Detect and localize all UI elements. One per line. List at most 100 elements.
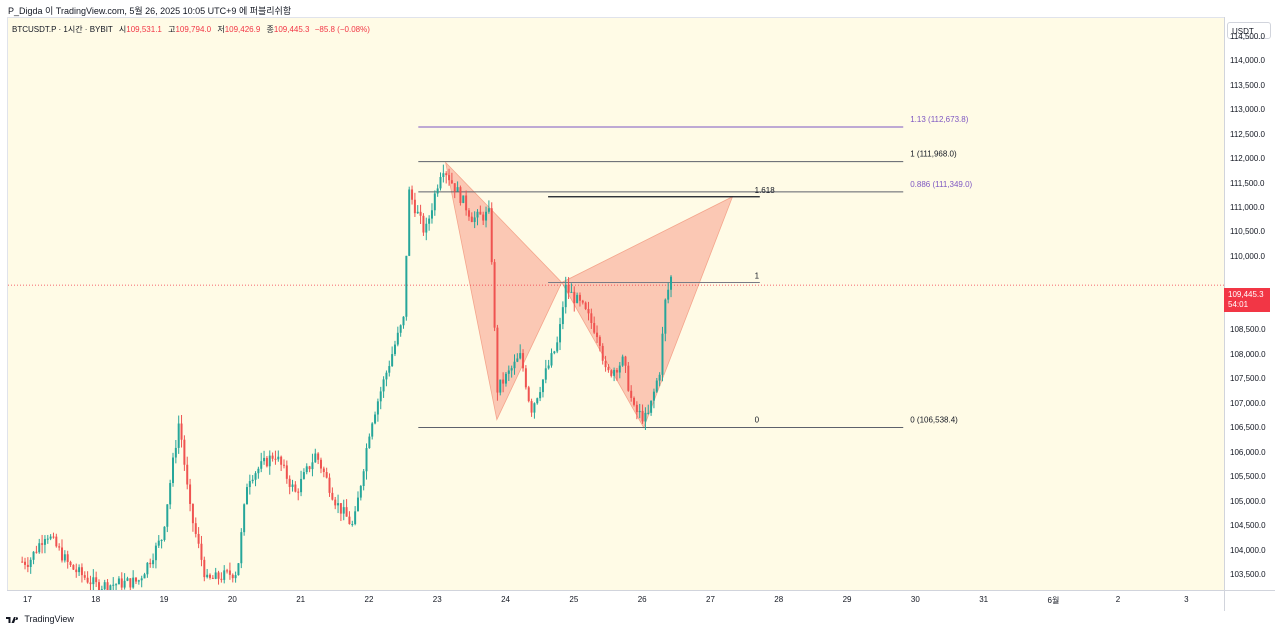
legend-change: −85.8 (−0.08%) (314, 25, 370, 34)
candle-body (337, 503, 340, 506)
fib-level-label: 1.13 (112,673.8) (910, 115, 968, 124)
time-tick-label: 3 (1184, 595, 1189, 604)
candle-body (539, 392, 542, 399)
candle-body (177, 423, 180, 448)
candle-body (129, 578, 132, 588)
candle-body (95, 577, 98, 583)
candle-body (593, 322, 596, 333)
candle-body (561, 307, 564, 325)
candle-body (567, 284, 570, 293)
candle-body (470, 216, 473, 222)
chart-legend: BTCUSDT.P · 1시간 · BYBIT 시109,531.1 고109,… (12, 24, 370, 35)
candle-body (519, 353, 522, 359)
candle-body (422, 215, 425, 233)
candle-body (633, 397, 636, 405)
candle-body (376, 401, 379, 415)
candle-body (638, 410, 641, 413)
candle-body (362, 471, 365, 487)
candle-body (547, 365, 550, 369)
time-tick-label: 22 (364, 595, 374, 604)
legend-close-label: 종 (266, 25, 274, 34)
candle-body (504, 373, 507, 384)
candle-body (75, 569, 78, 573)
chart-area[interactable]: 1.13 (112,673.8) 1 (111,968.0) 0.886 (111,… (7, 17, 1224, 591)
candle-body (154, 545, 157, 561)
candle-body (89, 582, 92, 585)
candle-body (502, 379, 505, 384)
legend-high: 109,794.0 (175, 25, 212, 34)
candle-body (610, 370, 613, 376)
candle-body (26, 564, 29, 567)
candle-body (197, 533, 200, 544)
candle-body (652, 391, 655, 401)
currency-button[interactable]: USDT (1227, 22, 1271, 39)
candle-body (533, 403, 536, 413)
time-tick-label: 28 (774, 595, 784, 604)
ratio-label-1618: 1.618 (755, 186, 776, 195)
candle-body (282, 464, 285, 466)
candle-body (35, 551, 38, 553)
candle-body (650, 400, 653, 413)
candle-body (487, 208, 490, 212)
candle-body (462, 195, 465, 203)
candle-body (206, 574, 209, 578)
price-tick-label: 113,000.0 (1230, 105, 1265, 115)
candle-body (411, 189, 414, 200)
candle-body (186, 464, 189, 485)
candle-body (564, 284, 567, 308)
candle-body (183, 439, 186, 465)
candle-body (115, 584, 118, 586)
candle-body (664, 299, 667, 334)
candle-body (385, 372, 388, 380)
candle-body (132, 577, 135, 588)
candle-body (123, 580, 126, 588)
candle-body (29, 559, 32, 567)
candle-body (339, 503, 342, 514)
candle-body (479, 211, 482, 215)
candle-body (280, 456, 283, 465)
candle-body (536, 398, 539, 404)
candle-body (32, 551, 35, 560)
candle-body (442, 173, 445, 177)
candle-body (103, 582, 106, 590)
candle-body (493, 262, 496, 328)
candle-body (473, 217, 476, 222)
candle-body (300, 478, 303, 493)
time-tick-label: 25 (569, 595, 579, 604)
candle-body (359, 486, 362, 498)
candle-body (604, 360, 607, 368)
candle-body (425, 223, 428, 233)
candle-body (581, 300, 584, 303)
candle-body (399, 325, 402, 333)
price-tick-label: 108,000.0 (1230, 349, 1266, 359)
candle-body (351, 524, 354, 526)
pattern-triangle-bcd (561, 195, 734, 429)
candle-body (171, 457, 174, 484)
price-tick-label: 110,000.0 (1230, 251, 1265, 261)
time-axis[interactable] (7, 590, 1224, 611)
candle-body (203, 559, 206, 578)
candle-body (143, 574, 146, 579)
candle-body (490, 208, 493, 263)
candle-body (419, 211, 422, 216)
candle-body (393, 344, 396, 355)
candle-body (661, 333, 664, 375)
candle-body (86, 577, 89, 583)
candle-body (356, 497, 359, 512)
candle-body (658, 374, 661, 381)
candle-body (590, 313, 593, 323)
candle-body (120, 578, 123, 588)
candle-body (234, 575, 237, 579)
candle-body (459, 187, 462, 203)
candle-body (63, 554, 66, 561)
candle-body (317, 453, 320, 460)
candle-body (499, 379, 502, 393)
candle-body (223, 570, 226, 580)
candle-body (254, 473, 257, 480)
candle-body (439, 176, 442, 189)
chart-svg[interactable]: 1.13 (112,673.8) 1 (111,968.0) 0.886 (111,… (8, 18, 1224, 591)
last-price-tag: 109,445.3 54:01 (1224, 288, 1270, 312)
candle-body (527, 387, 530, 402)
footer-branding: TradingView (6, 614, 74, 630)
candle-body (263, 457, 266, 462)
